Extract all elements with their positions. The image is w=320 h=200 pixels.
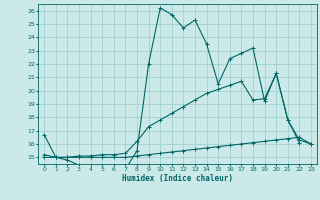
X-axis label: Humidex (Indice chaleur): Humidex (Indice chaleur) (122, 174, 233, 183)
